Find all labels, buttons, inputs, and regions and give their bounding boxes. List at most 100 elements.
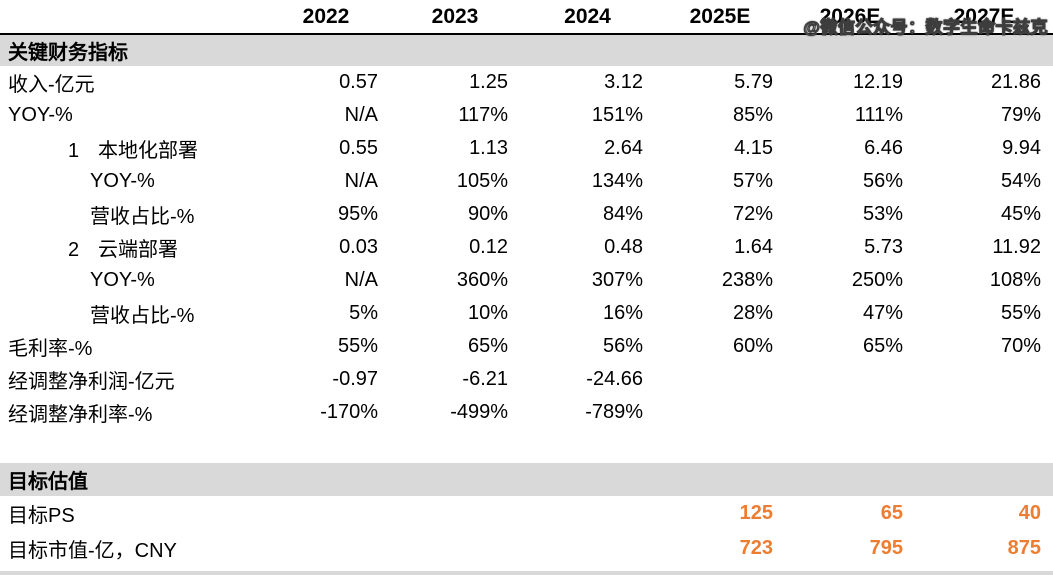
cell-value: N/A	[344, 269, 378, 291]
cell-value: 238%	[721, 269, 773, 291]
section-band-row: 目标估值	[0, 463, 1053, 496]
column-header-2027E: 2027E	[915, 0, 1053, 35]
cell-value: 84%	[602, 203, 643, 225]
cell-value	[390, 496, 520, 531]
cell-value: 12.19	[852, 71, 903, 93]
table-row: YOY-% N/A 360% 307% 238% 250% 108%	[0, 264, 1053, 297]
cell-value: 9.94	[1002, 137, 1041, 159]
cell-value: 53%	[862, 203, 903, 225]
row-label-text: 本地化部署	[98, 140, 198, 162]
cell-value: 40	[1018, 502, 1041, 524]
row-label: 2 云端部署	[0, 231, 262, 264]
table-row: 目标市值-亿，CNY 723 795 875	[0, 531, 1053, 566]
cell-value: 90%	[467, 203, 508, 225]
row-label: 目标市值-亿，CNY	[8, 540, 177, 562]
cell-value: 0.03	[339, 236, 378, 258]
cell-value: 55%	[1000, 302, 1041, 324]
cell-value: 72%	[732, 203, 773, 225]
cell-value: 360%	[456, 269, 508, 291]
cell-value: 1.25	[469, 71, 508, 93]
cell-value: 5.79	[734, 71, 773, 93]
cell-value	[785, 363, 915, 396]
section-title: 关键财务指标	[8, 42, 128, 64]
table-row: YOY-% N/A 117% 151% 85% 111% 79%	[0, 99, 1053, 132]
cell-value: -0.97	[332, 368, 378, 390]
cell-value: 125	[739, 502, 773, 524]
cell-value: 65%	[467, 335, 508, 357]
cell-value: 10%	[467, 302, 508, 324]
cell-value: N/A	[344, 104, 378, 126]
cell-value: 55%	[337, 335, 378, 357]
table-row: 1 本地化部署 0.55 1.13 2.64 4.15 6.46 9.94	[0, 132, 1053, 165]
cell-value: 54%	[1000, 170, 1041, 192]
row-label: 目标PS	[8, 505, 75, 527]
table-row: 经调整净利率-% -170% -499% -789%	[0, 396, 1053, 429]
cell-value: -24.66	[586, 368, 643, 390]
row-label: YOY-%	[8, 104, 73, 126]
cell-value: 57%	[732, 170, 773, 192]
cell-value: 79%	[1000, 104, 1041, 126]
cell-value: 70%	[1000, 335, 1041, 357]
table-row: YOY-% N/A 105% 134% 57% 56% 54%	[0, 165, 1053, 198]
cell-value: 65	[880, 502, 903, 524]
cell-value: 85%	[732, 104, 773, 126]
cell-value: 5%	[349, 302, 378, 324]
cell-value: 0.55	[339, 137, 378, 159]
cell-value: 56%	[602, 335, 643, 357]
cell-value: 16%	[602, 302, 643, 324]
cell-value: 4.15	[734, 137, 773, 159]
cell-value	[520, 531, 655, 566]
cell-value: 108%	[989, 269, 1041, 291]
cell-value: 3.12	[604, 71, 643, 93]
cell-value	[262, 531, 390, 566]
column-header-2023: 2023	[390, 0, 520, 35]
corner-cell	[0, 0, 262, 35]
cell-value: 45%	[1000, 203, 1041, 225]
section-title: 目标估值	[8, 471, 88, 493]
cell-value	[262, 496, 390, 531]
cell-value: 134%	[591, 170, 643, 192]
cell-value: 6.46	[864, 137, 903, 159]
cell-value: 28%	[732, 302, 773, 324]
column-header-2026E: 2026E	[785, 0, 915, 35]
row-label: YOY-%	[90, 269, 155, 291]
cell-value: 795	[869, 537, 903, 559]
section-band-row: 关键财务指标	[0, 34, 1053, 66]
row-label-text: 云端部署	[98, 239, 178, 261]
cell-value: 11.92	[992, 236, 1041, 258]
cell-value: 95%	[337, 203, 378, 225]
cell-value: -789%	[585, 401, 643, 423]
cell-value	[785, 396, 915, 429]
cell-value: 47%	[862, 302, 903, 324]
cell-value	[915, 363, 1053, 396]
cell-value: -170%	[320, 401, 378, 423]
row-label: 收入-亿元	[8, 74, 95, 96]
row-number: 2	[68, 239, 80, 261]
financial-table: 2022 2023 2024 2025E 2026E 2027E 关键财务指标 收入-亿元 0…	[0, 0, 1053, 566]
cell-value: 1.13	[469, 137, 508, 159]
cell-value	[915, 396, 1053, 429]
spacer-cell	[0, 429, 1053, 463]
row-label: 1 本地化部署	[0, 132, 262, 165]
row-label: 营收占比-%	[90, 206, 195, 228]
year-header-row: 2022 2023 2024 2025E 2026E 2027E	[0, 0, 1053, 35]
table-bottom-rule	[0, 571, 1053, 575]
cell-value: 875	[1007, 537, 1041, 559]
column-header-2025E: 2025E	[655, 0, 785, 35]
table-row: 营收占比-% 5% 10% 16% 28% 47% 55%	[0, 297, 1053, 330]
cell-value: 21.86	[990, 71, 1041, 93]
cell-value	[655, 363, 785, 396]
cell-value: 307%	[591, 269, 643, 291]
column-header-2024: 2024	[520, 0, 655, 35]
cell-value: 65%	[862, 335, 903, 357]
table-row: 2 云端部署 0.03 0.12 0.48 1.64 5.73 11.92	[0, 231, 1053, 264]
row-label: YOY-%	[90, 170, 155, 192]
section-spacer-row	[0, 429, 1053, 463]
cell-value: 60%	[732, 335, 773, 357]
table-row: 经调整净利润-亿元 -0.97 -6.21 -24.66	[0, 363, 1053, 396]
cell-value: 117%	[458, 104, 508, 126]
cell-value: -499%	[450, 401, 508, 423]
row-number: 1	[68, 140, 80, 162]
table-row: 目标PS 125 65 40	[0, 496, 1053, 531]
